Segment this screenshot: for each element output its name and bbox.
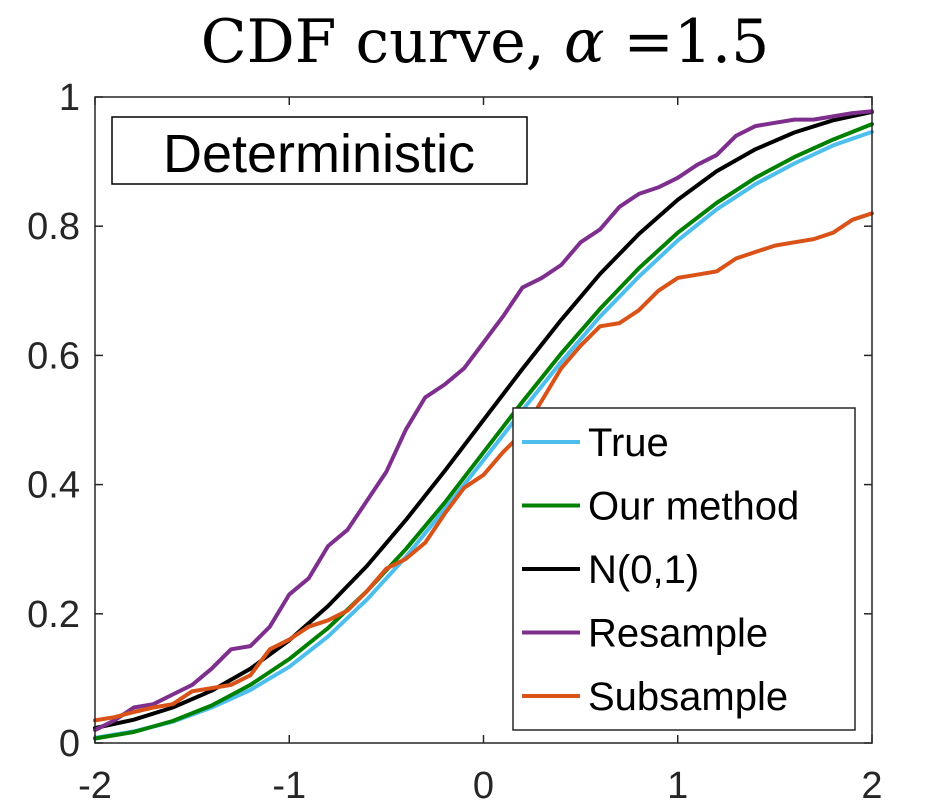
annotation-border (111, 116, 528, 185)
legend-label: Resample (588, 612, 768, 656)
series-line-0 (93, 129, 874, 740)
y-tick-label: 1 (59, 77, 80, 119)
annotation-box: Deterministic (111, 116, 528, 185)
x-tick-label: -1 (272, 765, 306, 807)
series-line-2 (93, 109, 874, 731)
y-tick-label: 0.2 (27, 594, 80, 636)
series-layer (93, 109, 874, 741)
x-tick-label: 1 (667, 765, 688, 807)
x-tick-label: 2 (861, 765, 882, 807)
series-line-3 (93, 109, 874, 733)
y-tick-label: 0.6 (27, 335, 80, 377)
legend: True Our method N(0,1) Resample Subsample (512, 407, 856, 731)
chart-title-suffix: =1.5 (604, 7, 769, 77)
legend-label: True (588, 421, 669, 465)
legend-label: N(0,1) (588, 548, 699, 592)
x-tick-label: 0 (473, 765, 494, 807)
series-line-4 (93, 211, 874, 723)
axes-layer: -2 -1 0 1 2 0 0.2 0.4 0.6 0.8 1 (27, 77, 882, 807)
y-tick-label: 0.4 (27, 465, 80, 507)
y-tick-label: 0.8 (27, 206, 80, 248)
chart-title-prefix: CDF curve, (201, 7, 564, 77)
y-tick-label: 0 (59, 723, 80, 765)
legend-label: Our method (588, 485, 799, 529)
annotation-text: Deterministic (163, 124, 475, 184)
x-tick-label: -2 (78, 765, 112, 807)
series-line-1 (93, 122, 874, 741)
legend-label: Subsample (588, 675, 788, 719)
chart-title-symbol: α (564, 7, 605, 77)
chart-title: CDF curve, α =1.5 (201, 7, 770, 77)
